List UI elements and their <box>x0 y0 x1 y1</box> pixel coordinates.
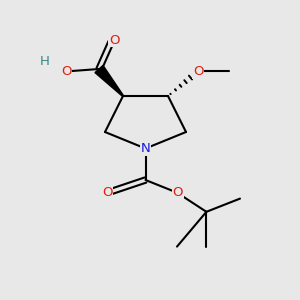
Text: O: O <box>193 65 203 78</box>
Text: N: N <box>141 142 150 155</box>
Polygon shape <box>95 65 123 96</box>
Text: H: H <box>40 55 50 68</box>
Text: O: O <box>102 186 113 199</box>
Text: O: O <box>172 186 183 199</box>
Text: O: O <box>61 65 71 78</box>
Text: O: O <box>109 34 119 47</box>
